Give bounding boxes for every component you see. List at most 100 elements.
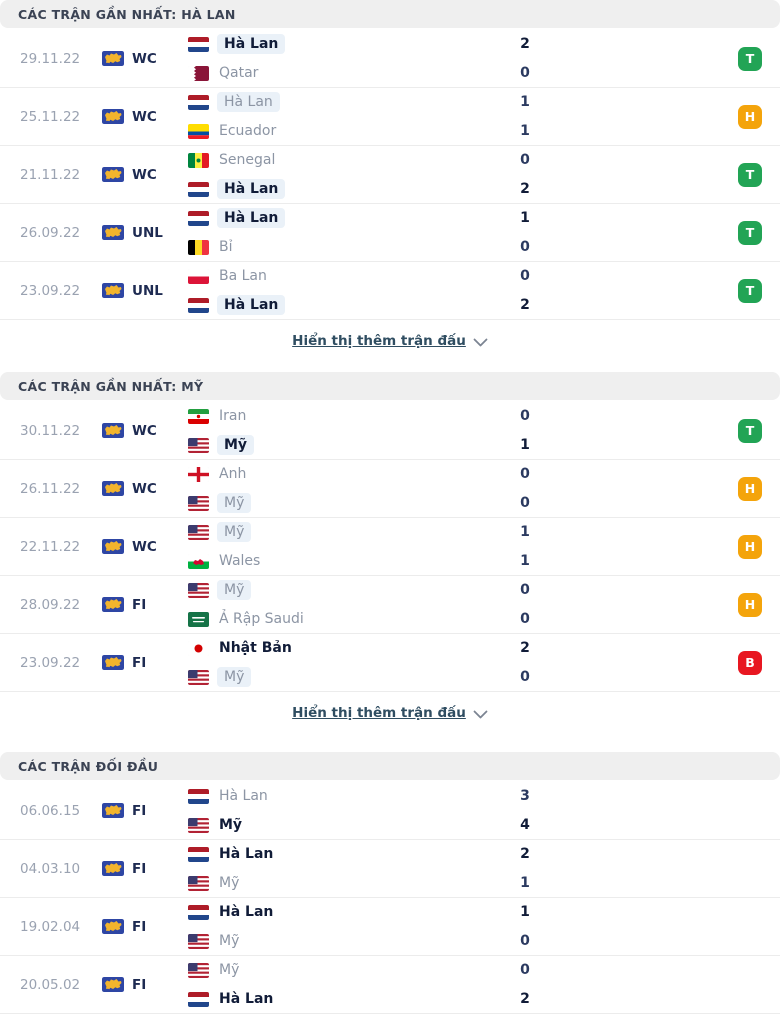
- teams: Mỹ 1 Wales 1: [188, 518, 720, 575]
- home-team-line: Iran 0: [188, 406, 720, 426]
- team-score: 0: [520, 466, 530, 482]
- match-date: 04.03.10: [20, 860, 81, 877]
- team-name: Hà Lan: [217, 208, 286, 228]
- flag-usa-icon: [188, 817, 209, 833]
- away-team-line: Wales 1: [188, 551, 720, 571]
- match-row[interactable]: 23.09.22 FI Nhật Bản 2 Mỹ 0 B: [0, 634, 780, 692]
- team-name: Mỹ: [219, 875, 240, 891]
- match-date: 19.02.04: [20, 918, 81, 935]
- league-badge-icon: [102, 861, 124, 876]
- show-more-link[interactable]: Hiển thị thêm trận đấu: [292, 705, 466, 721]
- team-name: Mỹ: [219, 817, 243, 833]
- team-score: 2: [520, 846, 530, 862]
- flag-usa-icon: [188, 582, 209, 598]
- flag-netherlands-icon: [188, 788, 209, 804]
- team-name: Hà Lan: [217, 295, 286, 315]
- team-name: Wales: [219, 553, 261, 569]
- league-badge-icon: [102, 51, 124, 66]
- match-date: 21.11.22: [20, 166, 81, 183]
- competition: WC: [102, 460, 188, 517]
- match-row[interactable]: 19.02.04 FI Hà Lan 1 Mỹ 0: [0, 898, 780, 956]
- league-badge-icon: [102, 597, 124, 612]
- team-name: Mỹ: [217, 667, 252, 687]
- competition-code: FI: [132, 918, 147, 935]
- result-badge: B: [738, 650, 762, 675]
- flag-england-icon: [188, 466, 209, 482]
- section-header: CÁC TRẬN GẦN NHẤT: HÀ LAN: [0, 0, 780, 28]
- match-row[interactable]: 29.11.22 WC Hà Lan 2 Qatar 0 T: [0, 30, 780, 88]
- flag-netherlands-icon: [188, 991, 209, 1007]
- team-name: Hà Lan: [217, 179, 286, 199]
- match-row[interactable]: 28.09.22 FI Mỹ 0 Ả Rập Saudi 0 H: [0, 576, 780, 634]
- home-team-line: Mỹ 1: [188, 522, 720, 542]
- chevron-down-icon: [473, 338, 488, 347]
- home-team-line: Senegal 0: [188, 150, 720, 170]
- away-team-line: Hà Lan 2: [188, 179, 720, 199]
- flag-usa-icon: [188, 524, 209, 540]
- result-cell: H: [720, 88, 780, 145]
- flag-netherlands-icon: [188, 94, 209, 110]
- competition-code: WC: [132, 50, 157, 67]
- match-row[interactable]: 06.06.15 FI Hà Lan 3 Mỹ 4: [0, 782, 780, 840]
- match-row[interactable]: 22.11.22 WC Mỹ 1 Wales 1 H: [0, 518, 780, 576]
- league-badge-icon: [102, 655, 124, 670]
- match-row[interactable]: 26.09.22 UNL Hà Lan 1 Bỉ 0 T: [0, 204, 780, 262]
- competition-code: WC: [132, 422, 157, 439]
- competition: FI: [102, 840, 188, 897]
- teams: Mỹ 0 Ả Rập Saudi 0: [188, 576, 720, 633]
- team-score: 1: [520, 210, 530, 226]
- match-date: 26.11.22: [20, 480, 81, 497]
- league-badge-icon: [102, 803, 124, 818]
- result-cell: T: [720, 402, 780, 459]
- league-badge-icon: [102, 919, 124, 934]
- team-score: 0: [520, 582, 530, 598]
- section-title: CÁC TRẬN GẦN NHẤT: MỸ: [18, 378, 204, 394]
- team-score: 1: [520, 553, 530, 569]
- match-row[interactable]: 30.11.22 WC Iran 0 Mỹ 1 T: [0, 402, 780, 460]
- match-list: 29.11.22 WC Hà Lan 2 Qatar 0 T 25.11.22 …: [0, 30, 780, 320]
- match-row[interactable]: 23.09.22 UNL Ba Lan 0 Hà Lan 2 T: [0, 262, 780, 320]
- away-team-line: Mỹ 0: [188, 493, 720, 513]
- match-row[interactable]: 26.11.22 WC Anh 0 Mỹ 0 H: [0, 460, 780, 518]
- team-score: 0: [520, 495, 530, 511]
- home-team-line: Hà Lan 1: [188, 208, 720, 228]
- home-team-line: Hà Lan 2: [188, 34, 720, 54]
- show-more-link[interactable]: Hiển thị thêm trận đấu: [292, 333, 466, 349]
- team-name: Mỹ: [219, 933, 240, 949]
- team-name: Hà Lan: [219, 846, 274, 862]
- show-more-row: Hiển thị thêm trận đấu: [0, 320, 780, 362]
- flag-senegal-icon: [188, 152, 209, 168]
- team-score: 1: [520, 437, 530, 453]
- match-date: 23.09.22: [20, 282, 81, 299]
- match-row[interactable]: 25.11.22 WC Hà Lan 1 Ecuador 1 H: [0, 88, 780, 146]
- flag-usa-icon: [188, 962, 209, 978]
- team-score: 2: [520, 181, 530, 197]
- match-date: 28.09.22: [20, 596, 81, 613]
- league-badge-icon: [102, 167, 124, 182]
- team-name: Hà Lan: [217, 34, 286, 54]
- section-title: CÁC TRẬN ĐỐI ĐẦU: [18, 758, 159, 774]
- match-date: 25.11.22: [20, 108, 81, 125]
- match-row[interactable]: 20.05.02 FI Mỹ 0 Hà Lan 2: [0, 956, 780, 1014]
- section-recent-usa: CÁC TRẬN GẦN NHẤT: MỸ 30.11.22 WC Iran 0…: [0, 372, 780, 734]
- section-header: CÁC TRẬN ĐỐI ĐẦU: [0, 752, 780, 780]
- team-name: Mỹ: [217, 522, 252, 542]
- competition: WC: [102, 30, 188, 87]
- home-team-line: Mỹ 0: [188, 580, 720, 600]
- match-date: 06.06.15: [20, 802, 81, 819]
- competition-code: WC: [132, 538, 157, 555]
- team-name: Hà Lan: [219, 788, 268, 804]
- away-team-line: Ecuador 1: [188, 121, 720, 141]
- result-cell: T: [720, 146, 780, 203]
- match-row[interactable]: 04.03.10 FI Hà Lan 2 Mỹ 1: [0, 840, 780, 898]
- match-row[interactable]: 21.11.22 WC Senegal 0 Hà Lan 2 T: [0, 146, 780, 204]
- team-name: Mỹ: [219, 962, 240, 978]
- result-badge: T: [738, 162, 762, 187]
- team-name: Iran: [219, 408, 247, 424]
- competition-code: FI: [132, 654, 147, 671]
- teams: Hà Lan 1 Ecuador 1: [188, 88, 720, 145]
- chevron-down-icon: [473, 710, 488, 719]
- team-score: 4: [520, 817, 530, 833]
- team-score: 2: [520, 36, 530, 52]
- team-name: Hà Lan: [217, 92, 280, 112]
